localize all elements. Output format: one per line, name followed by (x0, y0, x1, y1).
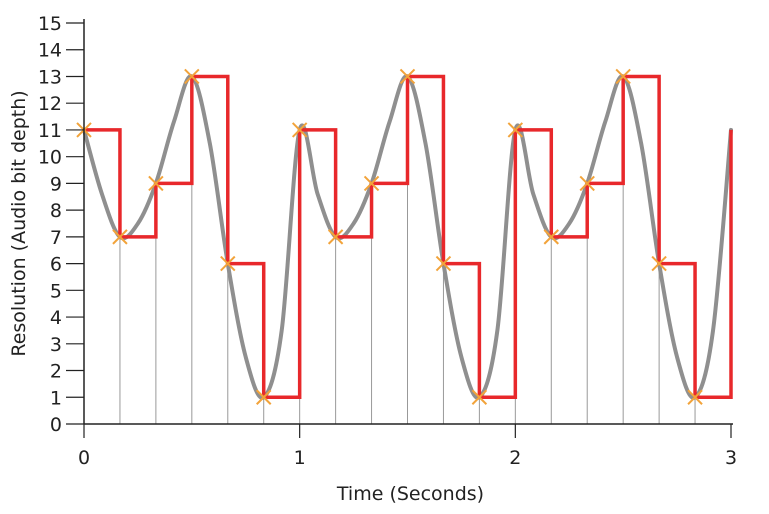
x-tick-label: 2 (509, 447, 521, 469)
sample-marker (291, 122, 308, 138)
sample-markers (76, 68, 703, 405)
signal-curve (82, 74, 733, 400)
sample-marker (399, 68, 416, 85)
sample-marker-stroke (471, 389, 488, 405)
sample-marker-stroke (112, 229, 128, 245)
y-tick-label: 9 (50, 173, 62, 195)
y-tick-label: 3 (50, 334, 62, 356)
sample-marker-stroke (291, 122, 308, 138)
sample-marker-stroke (327, 229, 344, 245)
sample-marker (615, 68, 631, 85)
y-tick-label: 7 (50, 227, 62, 249)
x-tick-label: 3 (725, 447, 737, 469)
sample-marker-stroke (148, 175, 164, 192)
sample-marker (651, 255, 667, 272)
y-tick-label: 12 (38, 93, 62, 115)
sample-marker-stroke (579, 175, 595, 192)
y-tick-label: 1 (50, 387, 62, 409)
x-axis-title: Time (Seconds) (336, 483, 484, 505)
sample-marker (220, 255, 236, 272)
y-tick-label: 8 (50, 200, 62, 222)
sample-marker (112, 229, 128, 245)
y-tick-label: 6 (50, 254, 62, 276)
y-tick-label: 11 (38, 120, 62, 142)
y-tick-label: 5 (50, 280, 62, 302)
sample-marker (363, 175, 380, 192)
sample-marker (256, 389, 272, 405)
sample-marker (507, 122, 524, 138)
sample-marker (184, 68, 200, 85)
sample-marker-stroke (220, 255, 236, 272)
y-axis-title: Resolution (Audio bit depth) (8, 90, 30, 356)
y-tick-label: 15 (38, 13, 62, 35)
x-tick-label: 1 (294, 447, 306, 469)
sample-marker-stroke (615, 68, 631, 85)
sample-marker-stroke (507, 122, 524, 138)
sample-marker (687, 389, 703, 405)
y-tick-label: 4 (50, 307, 62, 329)
y-tick-label: 0 (50, 414, 62, 436)
x-tick-label: 0 (78, 447, 90, 469)
y-tick-label: 10 (38, 147, 62, 169)
sample-marker-stroke (651, 255, 667, 272)
sample-marker-stroke (256, 389, 272, 405)
sample-marker-stroke (363, 175, 380, 192)
y-tick-label: 2 (50, 361, 62, 383)
sample-marker-stroke (399, 68, 416, 85)
sample-marker-stroke (435, 255, 452, 272)
sample-marker-stroke (543, 229, 559, 245)
sample-marker-stroke (687, 389, 703, 405)
sample-marker (327, 229, 344, 245)
sample-marker (435, 255, 452, 272)
sample-marker (471, 389, 488, 405)
sample-marker (148, 175, 164, 192)
y-tick-label: 13 (38, 66, 62, 88)
y-tick-label: 14 (38, 40, 62, 62)
sample-marker-stroke (184, 68, 200, 85)
sample-marker (543, 229, 559, 245)
sample-marker (579, 175, 595, 192)
